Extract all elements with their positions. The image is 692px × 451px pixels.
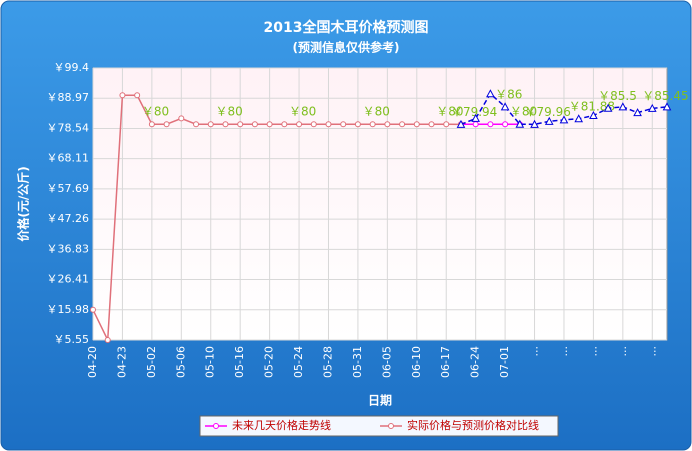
x-tick-label: ... — [528, 346, 541, 357]
marker — [325, 121, 332, 128]
x-tick-label: ... — [586, 346, 599, 357]
marker — [281, 121, 288, 128]
y-tick-label: ￥78.54 — [47, 121, 90, 134]
marker — [472, 121, 479, 128]
marker — [515, 119, 525, 128]
y-tick-label: ￥36.83 — [47, 242, 90, 255]
legend-marker — [213, 423, 219, 429]
y-axis-label: 价格(元/公斤) — [16, 166, 31, 241]
marker — [633, 108, 642, 117]
y-tick-label: ￥68.11 — [47, 152, 90, 165]
legend-label: 未来几天价格走势线 — [232, 418, 331, 432]
y-tick-label: ￥99.4 — [54, 61, 90, 74]
x-tick-label: 05-24 — [292, 346, 305, 378]
x-tick-label: 05-16 — [233, 346, 246, 378]
marker — [544, 116, 554, 125]
marker — [119, 92, 126, 99]
marker — [104, 337, 111, 343]
x-axis-label: 日期 — [368, 393, 392, 408]
x-tick-label: ... — [557, 346, 570, 357]
data-label: ￥80 — [142, 105, 169, 119]
data-label: ￥85.45 — [642, 89, 688, 103]
x-tick-label: 05-06 — [174, 346, 187, 378]
y-tick-label: ￥88.97 — [47, 91, 90, 104]
marker — [502, 121, 509, 128]
x-tick-label: 04-20 — [86, 346, 99, 378]
x-tick-label: 06-10 — [410, 346, 423, 378]
data-label: ￥80 — [289, 105, 316, 119]
y-tick-label: ￥57.69 — [47, 182, 90, 195]
marker — [530, 119, 539, 128]
marker — [296, 121, 303, 128]
marker — [647, 103, 657, 112]
marker — [193, 121, 200, 128]
marker — [310, 121, 317, 128]
marker — [178, 115, 185, 122]
data-label: ￥86 — [495, 87, 522, 101]
y-tick-label: ￥15.98 — [47, 303, 90, 316]
x-tick-label: 05-28 — [321, 346, 334, 378]
x-tick-label: 06-24 — [469, 346, 482, 378]
marker — [134, 92, 141, 99]
marker — [428, 121, 435, 128]
marker — [237, 121, 244, 128]
marker — [207, 121, 214, 128]
data-label: ￥81.88 — [569, 99, 615, 113]
marker — [471, 113, 481, 122]
data-label: ￥79.96 — [525, 105, 571, 119]
marker — [487, 121, 494, 128]
marker — [266, 121, 273, 128]
y-tick-label: ￥47.26 — [47, 212, 90, 225]
data-label: ￥80 — [436, 105, 463, 119]
marker — [559, 115, 569, 124]
x-tick-label: 05-02 — [145, 346, 158, 378]
marker — [163, 121, 170, 128]
x-tick-label: 04-23 — [115, 346, 128, 378]
x-tick-label: 05-10 — [204, 346, 217, 378]
marker — [486, 89, 495, 98]
marker — [354, 121, 361, 128]
x-tick-label: 05-20 — [263, 346, 276, 378]
marker — [618, 102, 628, 111]
marker — [222, 121, 229, 128]
marker — [574, 114, 584, 123]
legend — [199, 415, 559, 437]
x-tick-label: ... — [645, 346, 658, 357]
marker — [500, 102, 510, 111]
marker — [662, 102, 672, 111]
chart-title: 2013全国木耳价格预测图 — [264, 19, 429, 36]
marker — [456, 119, 466, 128]
data-label: ￥80 — [510, 105, 537, 119]
marker — [589, 110, 598, 120]
marker — [413, 121, 420, 128]
chart-subtitle: (预测信息仅供参考) — [293, 40, 400, 55]
marker — [251, 121, 258, 128]
y-tick-label: ￥26.41 — [47, 273, 90, 286]
y-tick-label: ￥5.55 — [54, 333, 90, 346]
data-label: ￥85.5 — [598, 89, 637, 103]
marker — [399, 121, 406, 128]
x-tick-label: ... — [616, 346, 629, 357]
x-tick-label: 06-17 — [439, 346, 452, 378]
legend-label: 实际价格与预测价格对比线 — [407, 418, 539, 432]
marker — [148, 121, 155, 128]
marker — [384, 121, 391, 128]
data-label: ￥80 — [215, 105, 242, 119]
data-label: ￥79.94 — [451, 105, 497, 119]
legend-marker — [388, 423, 394, 429]
x-tick-label: 06-05 — [380, 346, 393, 378]
marker — [443, 121, 450, 128]
data-label: ￥80 — [363, 105, 390, 119]
marker — [340, 121, 347, 128]
marker — [369, 121, 376, 128]
plot-area — [92, 67, 668, 341]
marker — [603, 103, 613, 112]
x-tick-label: 07-01 — [498, 346, 511, 378]
marker — [90, 306, 96, 313]
x-tick-label: 05-31 — [351, 346, 364, 378]
